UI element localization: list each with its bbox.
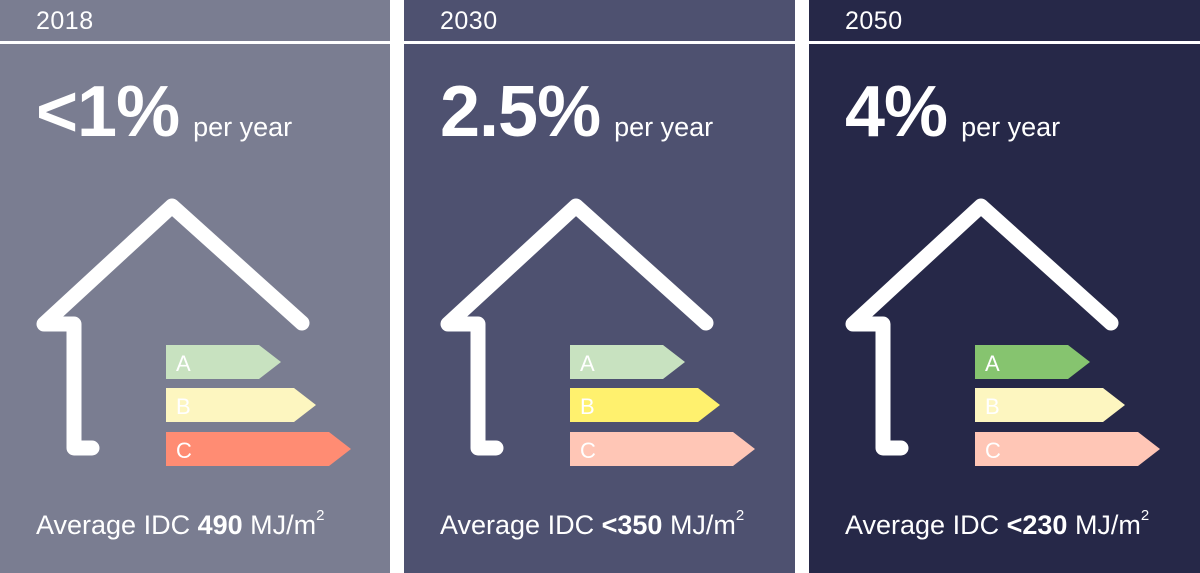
rating-letter-c: C [985,438,1001,463]
house-outline [440,198,714,456]
house-outline [845,198,1119,456]
rating-letter-a: A [176,351,191,376]
caption-unit: MJ/m [1074,510,1141,540]
rating-arrow-c [975,432,1160,466]
average-idc-caption: Average IDC <230 MJ/m2 [845,503,1149,542]
caption-exponent: 2 [735,507,745,524]
caption-prefix: Average IDC [440,510,595,540]
rating-letter-c: C [176,438,192,463]
average-idc-caption: Average IDC 490 MJ/m2 [36,503,325,542]
rating-letter-a: A [580,351,595,376]
caption-unit: MJ/m [250,510,317,540]
rate-unit: per year [614,112,714,142]
rate-line: 4% per year [845,72,1060,167]
rating-letter-b: B [985,394,1000,419]
average-idc-caption: Average IDC <350 MJ/m2 [440,503,744,542]
caption-prefix: Average IDC [845,510,1000,540]
header-divider [809,41,1200,44]
caption-unit: MJ/m [669,510,736,540]
rate-line: 2.5% per year [440,72,713,167]
caption-value: 490 [197,510,243,540]
caption-exponent: 2 [1140,507,1150,524]
header-divider [0,41,390,44]
year-label: 2018 [36,7,94,35]
header-divider [404,41,795,44]
rating-arrow-a [166,345,281,379]
rate-unit: per year [961,112,1061,142]
caption-value: <230 [1006,510,1068,540]
rating-letter-b: B [580,394,595,419]
rating-arrow-c [166,432,351,466]
rating-arrow-a [975,345,1090,379]
rate-line: <1% per year [36,72,292,167]
rating-arrow-b [570,388,720,422]
rating-letter-a: A [985,351,1000,376]
year-label: 2050 [845,7,903,35]
rating-letter-b: B [176,394,191,419]
rating-arrow-a [570,345,685,379]
caption-value: <350 [601,510,663,540]
rate-unit: per year [193,112,293,142]
rating-arrow-b [975,388,1125,422]
house-outline [36,198,310,456]
caption-exponent: 2 [316,507,325,524]
rate-value: <1% [36,72,180,152]
year-label: 2030 [440,7,498,35]
caption-prefix: Average IDC [36,510,191,540]
rate-value: 2.5% [440,72,601,152]
rate-value: 4% [845,72,948,152]
rating-letter-c: C [580,438,596,463]
rating-arrow-c [570,432,755,466]
rating-arrow-b [166,388,316,422]
